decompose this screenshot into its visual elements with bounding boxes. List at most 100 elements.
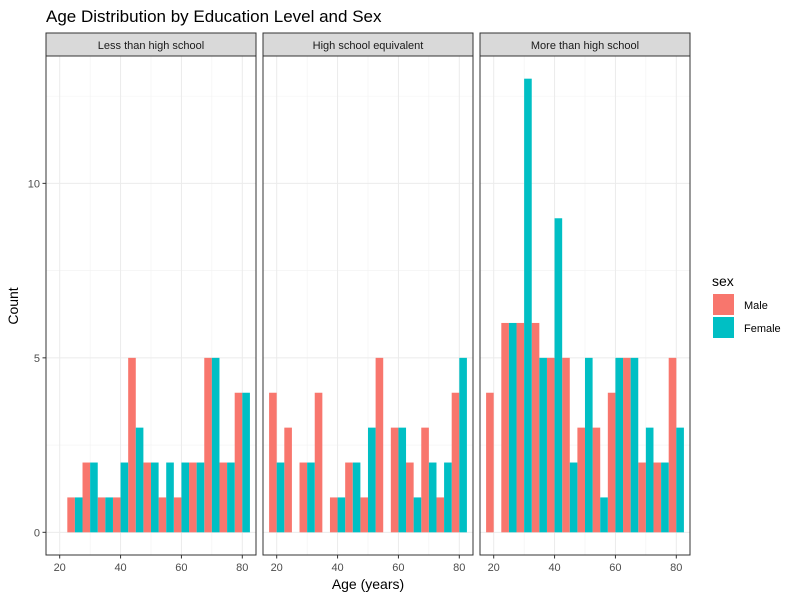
bar-male	[501, 322, 509, 533]
bar-female	[196, 462, 205, 533]
x-tick-label: 40	[331, 562, 343, 574]
bar-male	[390, 427, 399, 533]
bar-male	[158, 497, 167, 533]
bar-female	[120, 462, 129, 533]
bar-male	[204, 357, 212, 533]
bar-female	[368, 427, 376, 533]
facet-strip-label: Less than high school	[98, 40, 204, 52]
bar-female	[569, 462, 578, 533]
bar-male	[219, 462, 228, 533]
bar-female	[661, 462, 669, 533]
panel-border	[479, 55, 691, 556]
bar-male	[345, 462, 353, 533]
bar-female	[585, 357, 593, 533]
bar-male	[82, 462, 91, 533]
bar-female	[600, 497, 608, 533]
legend-label-female: Female	[744, 323, 781, 335]
bar-female	[398, 427, 407, 533]
bar-male	[486, 392, 494, 533]
bar-male	[607, 392, 616, 533]
bar-male	[360, 497, 368, 533]
bar-female	[242, 392, 250, 533]
chart-title: Age Distribution by Education Level and …	[46, 7, 382, 26]
y-axis-label: Count	[5, 287, 21, 324]
bar-male	[668, 357, 677, 533]
bar-male	[329, 497, 338, 533]
bar-male	[284, 427, 292, 533]
bar-female	[90, 462, 98, 533]
bar-male	[546, 357, 555, 533]
bar-male	[592, 427, 601, 533]
x-tick-label: 80	[236, 562, 248, 574]
bar-female	[645, 427, 654, 533]
panel-border	[45, 55, 257, 556]
bar-female	[105, 497, 113, 533]
bar-male	[436, 497, 445, 533]
bar-male	[623, 357, 631, 533]
bar-female	[630, 357, 639, 533]
bar-female	[459, 357, 467, 533]
bar-female	[135, 427, 144, 533]
x-axis-label: Age (years)	[332, 576, 404, 592]
bar-male	[577, 427, 585, 533]
facet-strip-label: High school equivalent	[313, 40, 424, 52]
bar-male	[375, 357, 384, 533]
legend-label-male: Male	[744, 300, 768, 312]
bar-male	[128, 357, 136, 533]
bar-male	[421, 427, 429, 533]
bar-male	[112, 497, 121, 533]
y-tick-label: 0	[34, 527, 40, 539]
facet-panel: Less than high school 20 40 60 80	[45, 32, 257, 574]
bar-female	[227, 462, 235, 533]
bar-female	[151, 462, 159, 533]
legend-title: sex	[712, 273, 734, 289]
x-tick-label: 60	[175, 562, 187, 574]
bar-female	[337, 497, 346, 533]
panel-border	[262, 55, 474, 556]
bar-male	[314, 392, 323, 533]
y-tick-label: 5	[34, 353, 40, 365]
bar-male	[406, 462, 414, 533]
bar-female	[554, 218, 563, 533]
x-tick-label: 20	[54, 562, 66, 574]
bar-female	[352, 462, 361, 533]
bar-female	[181, 462, 190, 533]
bar-female	[508, 322, 517, 533]
bar-female	[413, 497, 422, 533]
bar-male	[67, 497, 75, 533]
bar-female	[539, 357, 547, 533]
bar-female	[166, 462, 174, 533]
bar-male	[516, 322, 525, 533]
bar-male	[531, 322, 540, 533]
bar-female	[676, 427, 684, 533]
bar-male	[638, 462, 646, 533]
facet-panels: Less than high school 20 40 60 80 High school…	[28, 32, 691, 574]
bar-male	[173, 497, 182, 533]
bar-male	[97, 497, 106, 533]
x-tick-label: 20	[271, 562, 283, 574]
bar-female	[428, 462, 437, 533]
legend: sex Male Female	[712, 273, 781, 338]
bar-male	[653, 462, 662, 533]
bar-female	[615, 357, 624, 533]
bar-male	[451, 392, 460, 533]
bar-female	[524, 78, 532, 533]
bar-male	[562, 357, 570, 533]
x-tick-label: 60	[392, 562, 404, 574]
bar-female	[74, 497, 83, 533]
bar-female	[276, 462, 285, 533]
bar-male	[299, 462, 308, 533]
x-tick-label: 40	[548, 562, 560, 574]
x-tick-label: 40	[114, 562, 126, 574]
legend-key-male	[713, 294, 734, 315]
x-tick-label: 20	[488, 562, 500, 574]
x-tick-label: 80	[670, 562, 682, 574]
x-tick-label: 60	[609, 562, 621, 574]
legend-key-female	[713, 317, 734, 338]
y-tick-label: 10	[28, 178, 40, 190]
bar-male	[143, 462, 151, 533]
bar-female	[307, 462, 315, 533]
facet-strip-label: More than high school	[531, 40, 639, 52]
facet-panel: High school equivalent 20 40 60 80	[262, 32, 474, 574]
